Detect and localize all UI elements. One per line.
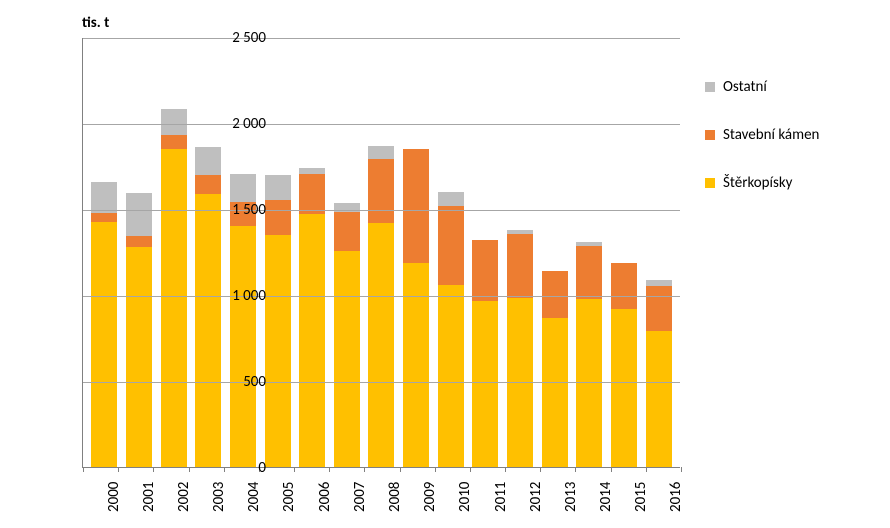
legend-item: Štěrkopísky [705,174,819,192]
bar-group [195,147,221,467]
bar-segment [299,214,325,467]
bar-segment [195,194,221,467]
bar-segment [368,146,394,159]
bar-group [576,242,602,467]
bar-segment [438,285,464,467]
bar-group [646,280,672,467]
bar-segment [126,193,152,236]
bar-segment [265,175,291,201]
bar-segment [91,182,117,213]
bar-segment [195,175,221,194]
bar-segment [299,174,325,214]
bar-segment [368,223,394,467]
legend-label: Štěrkopísky [723,174,792,192]
bar-group [542,271,568,467]
legend-swatch [705,178,715,188]
bar-segment [542,271,568,318]
bar-group [507,230,533,467]
bar-segment [265,200,291,234]
bar-segment [472,301,498,467]
bar-segment [161,135,187,149]
bar-segment [126,236,152,247]
bar-segment [230,174,256,202]
bar-segment [91,213,117,222]
chart-container: tis. t 200020012002200320042005200620072… [20,10,870,520]
plot-area [82,38,680,468]
bar-group [368,146,394,467]
bar-segment [472,240,498,301]
bar-segment [126,247,152,467]
y-tick-label: 1 000 [216,287,266,305]
bar-group [91,182,117,467]
bar-segment [230,226,256,467]
bar-segment [576,246,602,299]
x-axis-labels: 2000200120022003200420052006200720082009… [82,472,680,522]
legend-swatch [705,130,715,140]
y-axis-title: tis. t [82,14,109,32]
bar-group [161,109,187,467]
gridline [83,124,680,125]
legend-swatch [705,82,715,92]
bar-segment [438,192,464,206]
bar-segment [161,149,187,467]
bars-region [83,38,680,467]
gridline [83,38,680,39]
legend-item: Stavební kámen [705,126,819,144]
gridline [83,382,680,383]
bar-segment [646,286,672,332]
y-tick-label: 1 500 [216,201,266,219]
bar-segment [161,109,187,135]
gridline [83,210,680,211]
y-tick-label: 2 500 [216,29,266,47]
bar-segment [611,263,637,309]
bar-group [265,175,291,467]
bar-group [403,149,429,467]
legend-label: Ostatní [723,78,767,96]
y-tick-label: 0 [216,459,266,477]
y-tick-label: 2 000 [216,115,266,133]
bar-group [334,203,360,467]
bar-segment [334,251,360,467]
legend-label: Stavební kámen [723,126,819,144]
bar-segment [438,206,464,285]
bar-segment [195,147,221,175]
bar-group [611,263,637,467]
bar-segment [368,159,394,223]
legend: Ostatní Stavební kámen Štěrkopísky [705,78,819,222]
gridline [83,296,680,297]
bar-segment [576,299,602,467]
bar-segment [507,234,533,298]
bar-group [472,240,498,467]
bar-segment [611,309,637,467]
x-tick-mark [681,467,682,472]
bar-group [299,168,325,467]
bar-segment [403,263,429,467]
bar-segment [265,235,291,467]
bar-segment [403,149,429,263]
bar-segment [91,222,117,467]
bar-group [126,193,152,467]
bar-segment [542,318,568,467]
bar-segment [646,331,672,467]
legend-item: Ostatní [705,78,819,96]
y-tick-label: 500 [216,373,266,391]
bar-segment [334,212,360,252]
bar-group [438,192,464,467]
